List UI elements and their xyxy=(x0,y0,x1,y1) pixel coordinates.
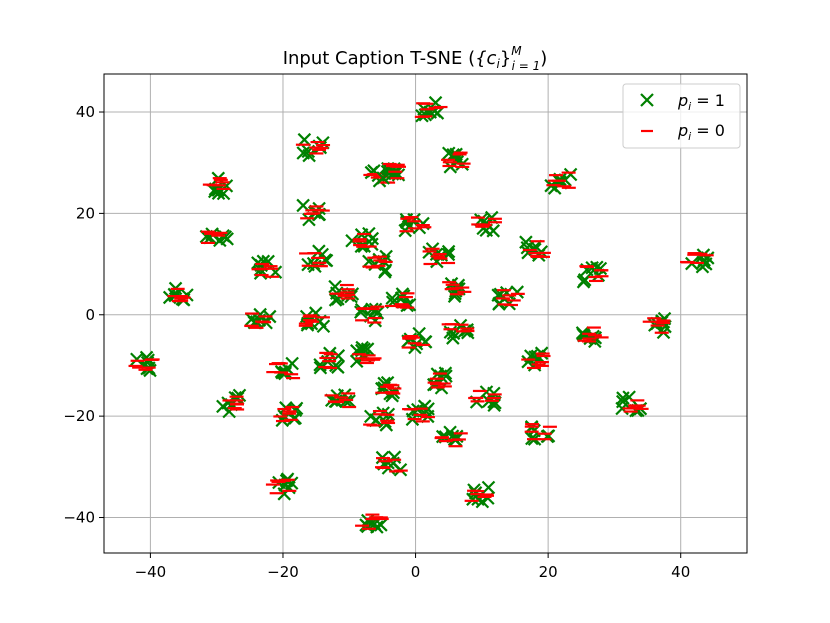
point-p1 xyxy=(615,394,630,409)
cluster xyxy=(363,406,396,432)
cluster xyxy=(199,227,234,248)
cluster xyxy=(491,285,525,311)
cluster xyxy=(273,401,304,428)
cluster xyxy=(251,254,283,280)
cluster xyxy=(313,346,346,375)
cluster xyxy=(375,375,402,403)
cluster xyxy=(464,480,496,509)
cluster xyxy=(524,419,557,446)
cluster xyxy=(128,350,160,378)
cluster xyxy=(576,260,609,289)
point-p1 xyxy=(130,352,144,367)
chart-title: Input Caption T-SNE ({ci}M i = 1) xyxy=(283,44,548,73)
cluster xyxy=(353,302,385,328)
cluster xyxy=(299,244,334,274)
y-tick-label: 0 xyxy=(85,306,95,324)
legend-marker-p1 xyxy=(640,93,654,107)
cluster xyxy=(298,306,331,334)
x-tick-label: 40 xyxy=(671,563,690,581)
cluster xyxy=(468,385,502,413)
point-p1 xyxy=(385,291,400,305)
point-p1 xyxy=(396,289,411,303)
cluster xyxy=(202,171,234,201)
point-p1 xyxy=(446,331,460,345)
cluster xyxy=(384,287,417,313)
cluster xyxy=(216,388,247,419)
cluster xyxy=(442,276,472,304)
cluster xyxy=(426,366,453,395)
y-tick-label: −20 xyxy=(63,407,95,425)
point-p1 xyxy=(376,171,390,185)
plot-area-frame xyxy=(103,73,748,554)
cluster xyxy=(398,212,432,238)
cluster xyxy=(422,242,456,269)
point-p1 xyxy=(593,261,608,276)
cluster xyxy=(328,279,360,307)
point-p1 xyxy=(285,356,299,371)
axis-ticks: −40 −20 0 20 40 −40 −20 0 20 40 xyxy=(63,103,690,581)
cluster xyxy=(296,198,330,227)
point-p1 xyxy=(577,273,592,287)
legend-label-p0: pi = 0 xyxy=(677,121,725,143)
x-tick-label: 20 xyxy=(539,563,558,581)
cluster xyxy=(680,248,715,274)
chart-legend: pi = 1 pi = 0 xyxy=(622,83,741,149)
point-p1 xyxy=(481,480,496,495)
x-tick-label: −20 xyxy=(267,563,299,581)
cluster xyxy=(470,210,502,238)
point-p1 xyxy=(519,235,533,249)
cluster xyxy=(441,146,471,174)
cluster xyxy=(434,425,468,448)
cluster xyxy=(414,95,448,123)
cluster xyxy=(324,388,357,409)
cluster xyxy=(615,390,649,418)
cluster xyxy=(575,326,609,349)
x-tick-label: 0 xyxy=(411,563,421,581)
cluster xyxy=(521,346,551,372)
cluster xyxy=(162,281,194,307)
cluster xyxy=(266,356,301,381)
point-p1 xyxy=(433,369,448,383)
y-tick-label: 40 xyxy=(76,103,95,121)
scatter-points xyxy=(128,95,715,534)
cluster xyxy=(295,132,331,163)
y-tick-label: −40 xyxy=(63,509,95,527)
cluster xyxy=(544,167,578,195)
point-p1 xyxy=(349,354,364,368)
cluster xyxy=(349,340,382,368)
cluster xyxy=(376,162,407,185)
cluster xyxy=(519,235,551,263)
cluster xyxy=(642,311,672,340)
cluster xyxy=(244,307,277,330)
cluster xyxy=(355,513,389,534)
point-p1 xyxy=(331,349,346,363)
cluster xyxy=(265,472,299,501)
cluster xyxy=(375,450,408,477)
cluster xyxy=(441,318,475,345)
point-p1 xyxy=(365,237,379,252)
cluster xyxy=(401,326,433,355)
point-p1 xyxy=(418,335,433,349)
point-p1 xyxy=(221,396,235,410)
x-tick-label: −40 xyxy=(135,563,167,581)
legend-label-p1: pi = 1 xyxy=(677,91,725,113)
cluster xyxy=(345,226,380,254)
cluster xyxy=(362,249,393,279)
cluster xyxy=(402,399,435,427)
y-tick-label: 20 xyxy=(76,204,95,222)
